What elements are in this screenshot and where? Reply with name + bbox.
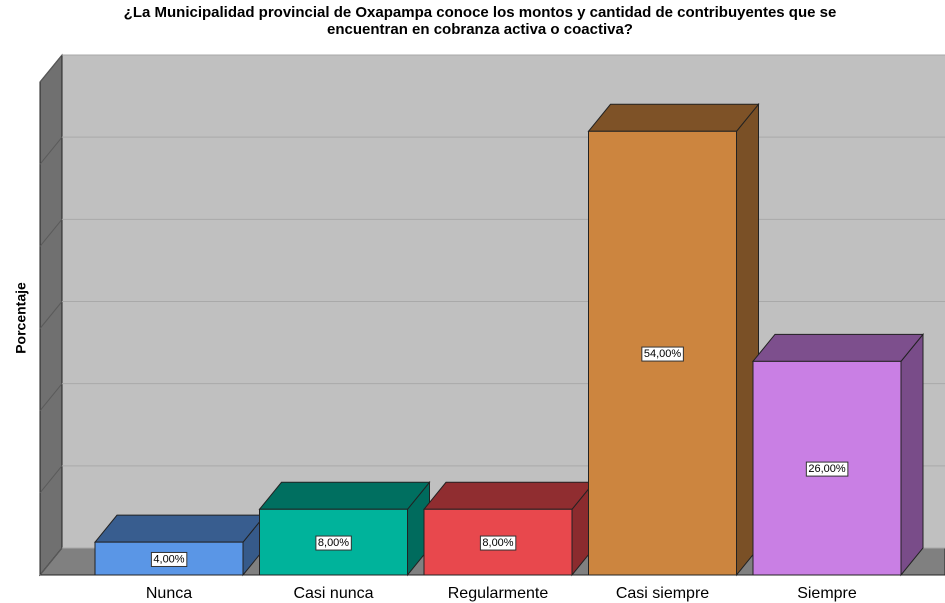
bar: [258, 480, 431, 577]
wall-grid-line: [39, 465, 63, 494]
x-tick-label: Casi nunca: [293, 585, 373, 602]
wall-grid-line: [39, 219, 63, 247]
wall-grid-line: [39, 136, 63, 165]
bar-top: [422, 481, 596, 510]
bar: [422, 480, 596, 577]
value-label-box: [150, 551, 188, 567]
bar-side: [900, 332, 924, 577]
x-tick-label: Casi siempre: [616, 585, 709, 602]
value-label: 4,00%: [153, 553, 184, 565]
x-tick-label: Nunca: [146, 585, 192, 602]
value-label-box: [805, 461, 849, 477]
value-label-box: [479, 535, 517, 551]
value-label: 26,00%: [808, 463, 846, 475]
value-label: 54,00%: [644, 348, 682, 360]
value-label-box: [641, 346, 684, 362]
x-tick-label: Regularmente: [448, 585, 549, 602]
bar: [751, 332, 925, 577]
chart-title: encuentran en cobranza activa o coactiva…: [327, 21, 633, 38]
x-tick-label: Siempre: [797, 585, 857, 602]
bar: [587, 102, 760, 577]
wall-grid-line: [39, 547, 63, 576]
wall-grid-line: [39, 383, 63, 411]
bar-top: [258, 481, 431, 510]
bar-top: [751, 333, 925, 362]
y-axis-label: Porcentaje: [13, 282, 29, 354]
bar-top: [93, 514, 267, 543]
value-label: 8,00%: [318, 537, 349, 549]
value-label-box: [315, 535, 352, 551]
chart-title: ¿La Municipalidad provincial de Oxapampa…: [124, 4, 837, 21]
value-label: 8,00%: [482, 537, 513, 549]
bar-top: [587, 103, 760, 132]
wall-grid-line: [39, 54, 63, 83]
wall-grid-line: [39, 301, 63, 329]
